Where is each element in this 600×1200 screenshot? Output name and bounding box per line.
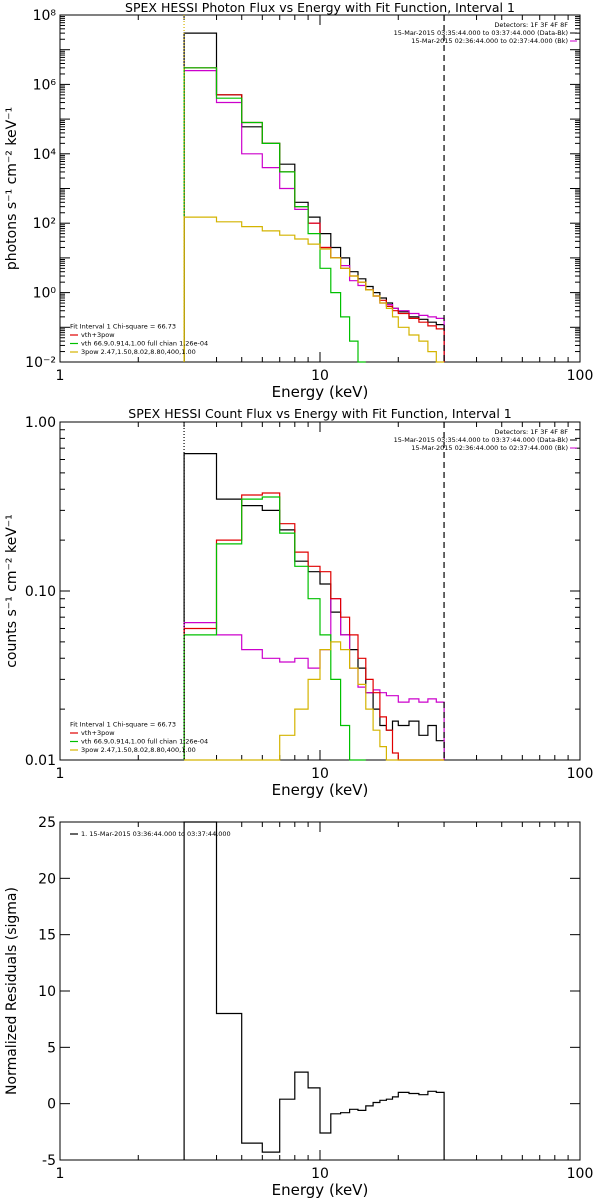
legend-label: 3pow 2.47,1.50,8.02,8.80,400,1.00 bbox=[81, 746, 196, 754]
x-tick-label: 1 bbox=[56, 766, 65, 782]
plot-frame bbox=[59, 421, 581, 761]
series-line bbox=[183, 492, 445, 761]
x-tick-label: 100 bbox=[567, 368, 594, 384]
y-tick-label: 10² bbox=[33, 216, 56, 232]
x-tick-label: 1 bbox=[56, 1166, 65, 1182]
legend-label: 3pow 2.47,1.50,8.02,8.80,400,1.00 bbox=[81, 348, 196, 356]
header-line: 15-Mar-2015 03:35:44.000 to 03:37:44.000… bbox=[394, 436, 568, 444]
chart-title: SPEX HESSI Count Flux vs Energy with Fit… bbox=[128, 406, 511, 421]
y-tick-label: 15 bbox=[38, 928, 56, 944]
residuals-plot: 1 10 100 -5 0 5 10 15 20 25 Energy (keV) Normalized… bbox=[4, 815, 593, 1199]
x-tick-label: 100 bbox=[567, 766, 594, 782]
x-axis-label: Energy (keV) bbox=[272, 383, 369, 401]
header-line: 15-Mar-2015 02:36:44.000 to 02:37:44.000… bbox=[411, 37, 568, 45]
series-line bbox=[183, 70, 445, 362]
x-tick-label: 10 bbox=[311, 1166, 329, 1182]
legend-label: vth+3pow bbox=[81, 729, 115, 737]
x-tick-label: 10 bbox=[311, 766, 329, 782]
x-tick-label: 1 bbox=[56, 368, 65, 384]
series-line bbox=[183, 453, 445, 760]
series-line bbox=[183, 216, 445, 363]
series-line bbox=[183, 67, 445, 362]
legend-label: vth 66.9,0.914,1.00 full chian 1.26e-04 bbox=[81, 738, 208, 746]
legend-title: Fit Interval 1 Chi-square = 66.73 bbox=[70, 721, 176, 729]
header-line: Detectors: 1F 3F 4F 8F bbox=[494, 428, 568, 436]
x-axis-label: Energy (keV) bbox=[272, 1181, 369, 1199]
y-tick-label: 0.01 bbox=[25, 753, 56, 769]
y-tick-label: 10⁸ bbox=[33, 8, 57, 24]
header-line: Detectors: 1F 3F 4F 8F bbox=[494, 21, 568, 29]
y-axis-label: counts s⁻¹ cm⁻² keV⁻¹ bbox=[4, 514, 20, 668]
legend-label: 1. 15-Mar-2015 03:36:44.000 to 03:37:44.… bbox=[81, 830, 231, 838]
x-tick-label: 10 bbox=[311, 368, 329, 384]
y-axis-label: photons s⁻¹ cm⁻² keV⁻¹ bbox=[4, 107, 20, 270]
legend-title: Fit Interval 1 Chi-square = 66.73 bbox=[70, 323, 176, 331]
y-tick-label: 10 bbox=[38, 984, 56, 1000]
series-line bbox=[183, 496, 366, 761]
plot-frame bbox=[59, 14, 581, 363]
y-tick-label: 25 bbox=[38, 815, 56, 831]
y-tick-label: 0.10 bbox=[25, 584, 56, 600]
y-tick-label: 0 bbox=[47, 1097, 56, 1113]
chart-title: SPEX HESSI Photon Flux vs Energy with Fi… bbox=[125, 0, 515, 15]
x-tick-label: 100 bbox=[567, 1166, 594, 1182]
series-line bbox=[183, 67, 366, 363]
y-tick-label: -5 bbox=[42, 1153, 56, 1169]
y-tick-label: 10⁶ bbox=[33, 77, 57, 93]
y-tick-label: 20 bbox=[38, 871, 56, 887]
count-flux-plot: 1 10 100 0.01 0.10 1.00 SPEX HESSI Count Flux … bbox=[4, 406, 593, 799]
series-line bbox=[183, 821, 445, 1160]
y-tick-label: 10⁻² bbox=[25, 355, 56, 371]
y-tick-label: 5 bbox=[47, 1040, 56, 1056]
header-line: 15-Mar-2015 02:36:44.000 to 02:37:44.000… bbox=[411, 444, 568, 452]
series-line bbox=[183, 32, 445, 362]
y-tick-label: 10⁰ bbox=[33, 286, 57, 302]
legend-label: vth 66.9,0.914,1.00 full chian 1.26e-04 bbox=[81, 340, 208, 348]
series-line bbox=[184, 641, 445, 761]
header-line: 15-Mar-2015 03:35:44.000 to 03:37:44.000… bbox=[394, 29, 568, 37]
x-axis-label: Energy (keV) bbox=[272, 781, 369, 799]
photon-flux-plot: 1 10 100 10⁻² 10⁰ 10² 10⁴ 10⁶ 10⁸ SPEX HESSI Phot… bbox=[4, 0, 593, 401]
y-tick-label: 1.00 bbox=[25, 415, 56, 431]
legend-label: vth+3pow bbox=[81, 331, 115, 339]
y-axis-label: Normalized Residuals (sigma) bbox=[4, 887, 20, 1095]
y-tick-label: 10⁴ bbox=[33, 147, 57, 163]
